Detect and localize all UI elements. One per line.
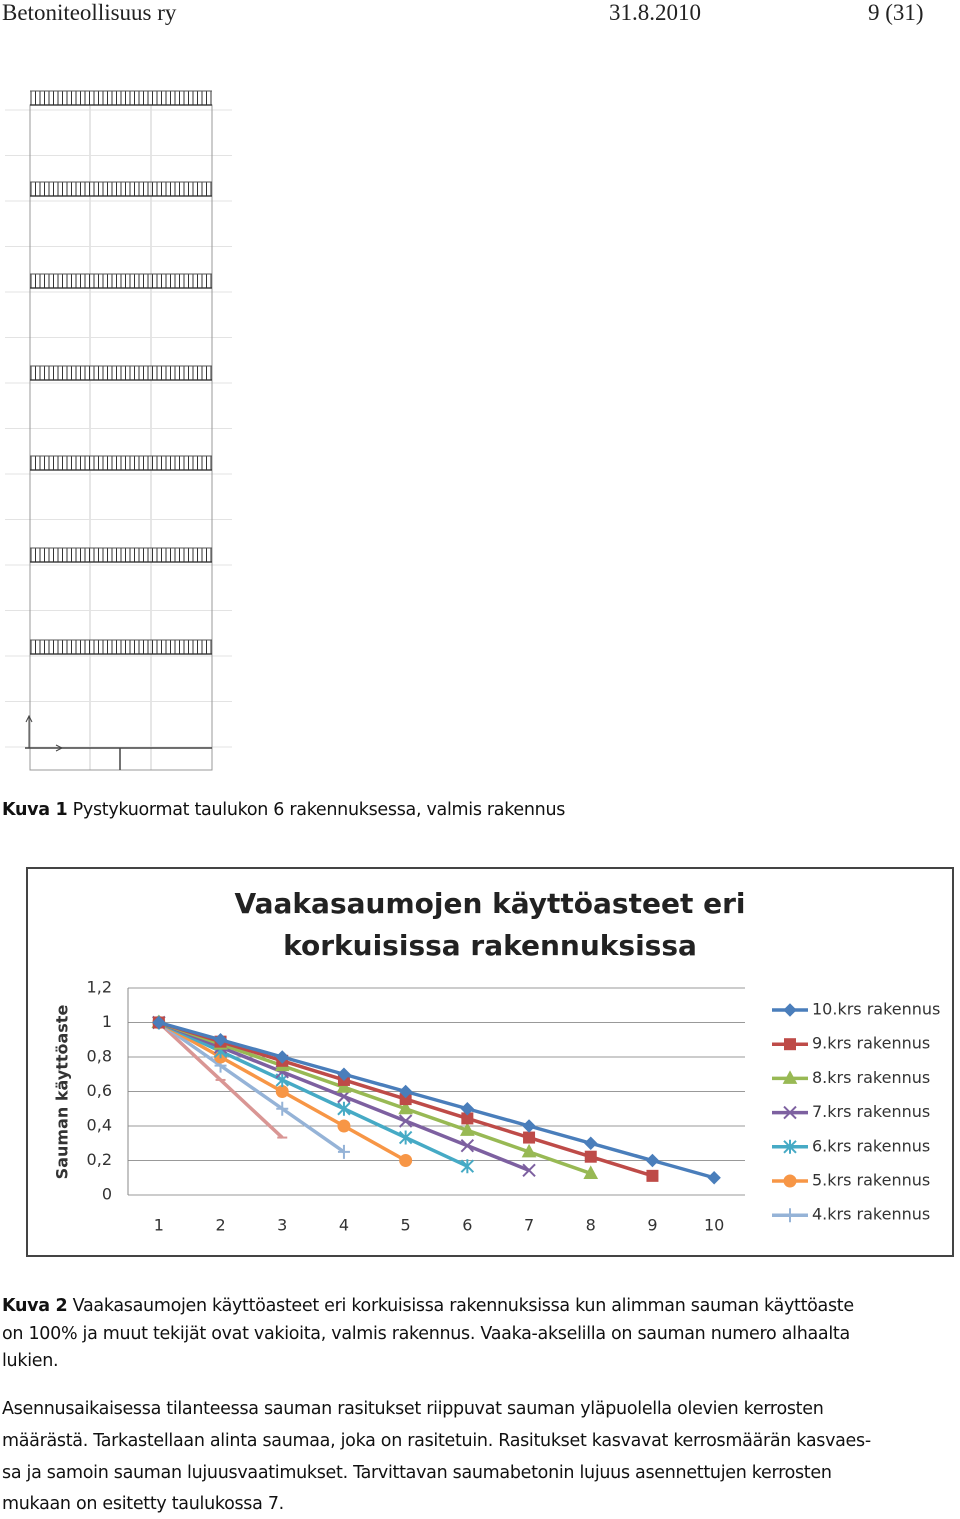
- marker: [707, 1171, 721, 1185]
- marker: [460, 1159, 475, 1174]
- caption-line: on 100% ja muut tekijät ovat vakioita, v…: [2, 1324, 850, 1344]
- marker: [275, 1050, 289, 1064]
- legend-marker: [782, 1070, 798, 1084]
- marker: [337, 1119, 351, 1133]
- marker: [460, 1122, 475, 1136]
- building: [29, 104, 213, 771]
- marker: [337, 1101, 351, 1116]
- paragraph-line: Asennusaikaisessa tilanteessa sauman ras…: [2, 1399, 824, 1419]
- axis-arrow: [25, 714, 64, 752]
- x-tick-label: 8: [586, 1216, 596, 1235]
- x-tick-label: 10: [704, 1216, 724, 1235]
- legend-marker: [783, 1105, 797, 1120]
- legend-marker: [783, 1139, 797, 1154]
- paragraph-line: mukaan on esitetty taulukossa 7.: [2, 1494, 284, 1514]
- marker: [398, 1084, 413, 1099]
- legend-label: 8.krs rakennus: [812, 1068, 930, 1087]
- caption-2: Kuva 2 Vaakasaumojen käyttöasteet eri ko…: [2, 1296, 854, 1316]
- legend-label: 5.krs rakennus: [812, 1171, 930, 1190]
- marker: [583, 1165, 599, 1179]
- marker: [584, 1136, 598, 1150]
- header-date: 31.8.2010: [609, 0, 701, 25]
- marker: [398, 1114, 413, 1128]
- marker: [522, 1119, 536, 1133]
- paragraph-line: sa ja samoin sauman lujuusvaatimukset. T…: [2, 1463, 832, 1483]
- y-tick-label: 1,2: [87, 978, 112, 997]
- caption-label: Kuva 1: [2, 800, 68, 820]
- series-line: [157, 1021, 345, 1154]
- marker: [275, 1085, 289, 1098]
- x-tick-label: 1: [154, 1216, 164, 1235]
- y-tick-label: 0,4: [87, 1116, 112, 1135]
- caption-text: Vaakasaumojen käyttöasteet eri korkuisis…: [72, 1296, 854, 1316]
- chart-border: [26, 867, 954, 1257]
- legend-label: 10.krs rakennus: [812, 1000, 940, 1019]
- x-tick-label: 7: [524, 1216, 534, 1235]
- legend-label: 7.krs rakennus: [812, 1102, 930, 1121]
- marker: [399, 1154, 413, 1167]
- marker: [523, 1131, 536, 1144]
- caption-1: Kuva 1 Pystykuormat taulukon 6 rakennuks…: [2, 800, 565, 820]
- paragraph-line: määrästä. Tarkastellaan alinta saumaa, j…: [2, 1431, 871, 1451]
- marker: [460, 1138, 475, 1153]
- y-tick-label: 0,2: [87, 1150, 112, 1169]
- legend-marker: [783, 1174, 797, 1188]
- structure-drawing: [5, 90, 232, 771]
- marker: [522, 1163, 536, 1178]
- chart-title: Vaakasaumojen käyttöasteet eri korkuisis…: [234, 887, 746, 962]
- marker: [645, 1153, 660, 1168]
- series-line: [158, 1020, 592, 1176]
- marker: [521, 1143, 537, 1158]
- marker: [398, 1130, 413, 1145]
- caption-text: Pystykuormat taulukon 6 rakennuksessa, v…: [72, 800, 566, 820]
- y-tick-label: 0: [102, 1185, 112, 1204]
- y-tick-label: 0,6: [87, 1081, 112, 1100]
- header-org: Betoniteollisuus ry: [2, 0, 177, 25]
- marker: [398, 1100, 413, 1115]
- y-tick-label: 0,8: [87, 1047, 112, 1066]
- marker: [337, 1067, 351, 1081]
- header-page: 9 (31): [868, 0, 924, 25]
- series-line: [158, 1020, 469, 1168]
- marker: [460, 1102, 475, 1116]
- marker: [646, 1169, 659, 1182]
- caption-line: lukien.: [2, 1351, 59, 1371]
- legend-label: 9.krs rakennus: [812, 1034, 930, 1053]
- x-tick-label: 5: [401, 1216, 411, 1235]
- x-tick-label: 2: [215, 1216, 225, 1235]
- marker: [584, 1150, 597, 1163]
- x-tick-label: 9: [647, 1216, 657, 1235]
- x-tick-label: 3: [277, 1216, 287, 1235]
- legend-label: 4.krs rakennus: [812, 1205, 930, 1224]
- x-tick-label: 4: [339, 1216, 349, 1235]
- marker: [337, 1144, 350, 1159]
- y-axis-label: Sauman käyttöaste: [53, 1005, 72, 1180]
- legend-marker: [783, 1003, 797, 1017]
- marker: [336, 1079, 352, 1093]
- marker: [276, 1101, 289, 1116]
- marker: [213, 1033, 228, 1047]
- x-tick-label: 6: [462, 1216, 472, 1235]
- marker: [152, 1015, 166, 1030]
- legend-marker: [784, 1208, 796, 1223]
- y-tick-label: 1: [102, 1012, 112, 1031]
- caption-label: Kuva 2: [2, 1296, 68, 1316]
- legend-marker: [784, 1038, 796, 1051]
- series-line: [158, 1020, 715, 1180]
- legend-label: 6.krs rakennus: [812, 1136, 930, 1155]
